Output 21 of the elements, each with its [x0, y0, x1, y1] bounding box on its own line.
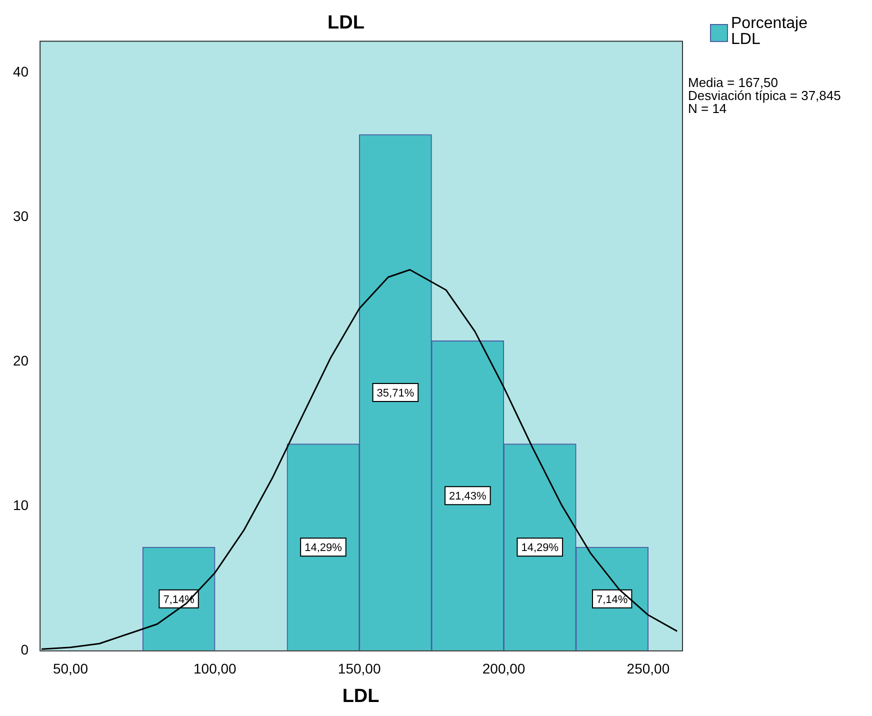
data-label: 14,29% — [521, 542, 559, 554]
y-tick-label: 10 — [12, 496, 29, 513]
y-tick-label: 40 — [12, 63, 29, 80]
x-tick-label: 150,00 — [338, 660, 381, 677]
x-tick-label: 50,00 — [52, 660, 88, 677]
legend-label: Porcentaje LDL — [731, 15, 808, 48]
y-tick-label: 0 — [20, 641, 29, 658]
text: Media = 167,50 — [688, 75, 779, 90]
x-axis-title: LDL — [342, 686, 380, 707]
y-tick-label: 20 — [12, 352, 29, 368]
text: Desviación típica = 37,845 — [688, 88, 841, 103]
text: N = 14 — [688, 101, 728, 116]
data-label: 14,29% — [304, 542, 342, 554]
x-tick-label: 200,00 — [482, 660, 526, 677]
x-tick-label: 250,00 — [626, 660, 670, 677]
data-label: 21,43% — [449, 490, 487, 503]
data-label: 7,14% — [596, 594, 628, 606]
data-label: 35,71% — [376, 388, 414, 400]
chart-title: LDL — [328, 12, 365, 34]
y-tick-label: 30 — [12, 208, 29, 224]
x-tick-label: 100,00 — [193, 660, 237, 677]
